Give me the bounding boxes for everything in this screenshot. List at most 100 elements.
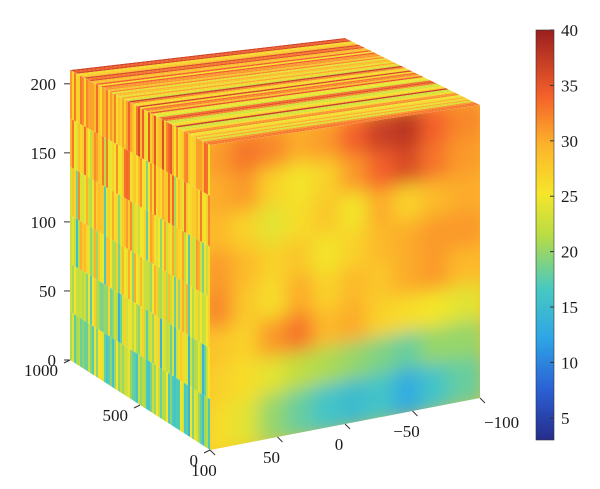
top-face-strip xyxy=(179,90,453,130)
left-face-strip xyxy=(200,291,202,344)
left-face-strip xyxy=(206,244,208,297)
left-face-strip xyxy=(198,341,200,393)
left-face-strip xyxy=(204,293,206,346)
top-face-strip xyxy=(168,84,442,124)
left-face-strip xyxy=(146,359,148,411)
left-face-strip xyxy=(162,169,164,221)
left-face-strip xyxy=(106,236,108,287)
colorbar-tick-label: 40 xyxy=(561,21,578,40)
x-tick-label: −50 xyxy=(393,422,420,441)
left-face-strip xyxy=(136,154,138,206)
left-face-strip xyxy=(88,176,90,227)
left-face-strip xyxy=(90,324,92,375)
left-face-strip xyxy=(204,192,206,245)
left-face-strip xyxy=(130,349,132,400)
left-face-strip xyxy=(192,185,194,238)
left-face-strip xyxy=(180,179,182,231)
top-face-strip xyxy=(191,96,465,137)
left-face-strip xyxy=(100,330,102,381)
left-face-strip xyxy=(100,232,102,283)
left-face-strip xyxy=(104,88,106,139)
left-face-strip xyxy=(164,370,166,422)
top-face-strip xyxy=(137,70,413,108)
left-face-strip xyxy=(78,316,80,367)
left-face-strip xyxy=(158,366,160,418)
y-tick xyxy=(63,359,71,364)
left-face-strip xyxy=(152,263,154,315)
left-face-strip xyxy=(88,225,90,276)
left-face-strip xyxy=(162,269,164,321)
left-face-strip xyxy=(114,240,116,292)
left-face-strip xyxy=(152,313,154,365)
left-face-slices xyxy=(70,70,210,450)
top-face-strip xyxy=(126,64,402,102)
left-face-strip xyxy=(84,77,86,128)
left-face-strip xyxy=(140,107,142,159)
left-face-strip xyxy=(82,173,84,224)
top-face-strip xyxy=(165,83,440,123)
left-face-strip xyxy=(110,140,112,191)
top-face-strip xyxy=(116,60,393,97)
top-face-strip xyxy=(184,92,458,133)
top-face-strip xyxy=(156,79,431,118)
left-face-strip xyxy=(70,166,72,217)
left-face-strip xyxy=(140,355,142,407)
left-face-strip xyxy=(158,117,160,169)
left-face-strip xyxy=(74,168,76,219)
top-face-strip xyxy=(205,102,478,144)
left-face-strip xyxy=(172,275,174,327)
left-face-strip xyxy=(158,167,160,219)
x-tick-label: 0 xyxy=(335,435,344,454)
left-face-strip xyxy=(150,311,152,363)
top-face-strip xyxy=(77,41,354,75)
y-tick-label: 500 xyxy=(103,406,129,425)
left-face-strip xyxy=(76,315,78,366)
left-face-strip xyxy=(190,184,192,237)
left-face-strip xyxy=(154,115,156,166)
left-face-strip xyxy=(96,279,98,330)
left-face-strip xyxy=(192,236,194,289)
left-face-strip xyxy=(166,321,168,373)
left-face-strip xyxy=(170,123,172,175)
left-face-strip xyxy=(206,193,208,246)
left-face-strip xyxy=(196,390,198,443)
left-face-strip xyxy=(190,134,192,186)
left-face-strip xyxy=(86,78,88,129)
left-face-strip xyxy=(106,285,108,336)
left-face-strip xyxy=(182,381,184,434)
left-face-strip xyxy=(164,220,166,272)
left-face-strip xyxy=(84,126,86,176)
left-face-strip xyxy=(108,139,110,190)
left-face-strip xyxy=(94,82,96,133)
left-face-strip xyxy=(124,148,126,199)
left-face-strip xyxy=(180,380,182,432)
left-face-strip xyxy=(88,79,90,130)
left-face-strip xyxy=(116,242,118,293)
left-face-strip xyxy=(196,289,198,342)
left-face-strip xyxy=(188,133,190,185)
left-face-strip xyxy=(80,75,82,125)
left-face-strip xyxy=(176,177,178,229)
left-face-strip xyxy=(132,103,134,154)
left-face-strip xyxy=(124,197,126,248)
left-face-strip xyxy=(150,112,152,164)
left-face-strip xyxy=(118,243,120,294)
top-face-strip xyxy=(149,75,424,114)
left-face-strip xyxy=(128,347,130,399)
left-face-strip xyxy=(186,384,188,436)
top-face-strip xyxy=(151,77,426,115)
top-face-strip xyxy=(161,81,435,120)
left-face-strip xyxy=(202,343,204,396)
left-face-strip xyxy=(142,158,144,209)
left-face-strip xyxy=(82,76,84,127)
left-face-strip xyxy=(108,335,110,386)
left-face-strip xyxy=(202,242,204,294)
left-face-strip xyxy=(192,286,194,339)
top-face-strip xyxy=(121,62,397,99)
left-face-strip xyxy=(102,136,104,187)
left-face-strip xyxy=(174,326,176,378)
left-face-strip xyxy=(190,336,192,388)
left-face-strip xyxy=(104,137,106,188)
left-face-strip xyxy=(178,228,180,280)
left-face-strip xyxy=(90,275,92,326)
